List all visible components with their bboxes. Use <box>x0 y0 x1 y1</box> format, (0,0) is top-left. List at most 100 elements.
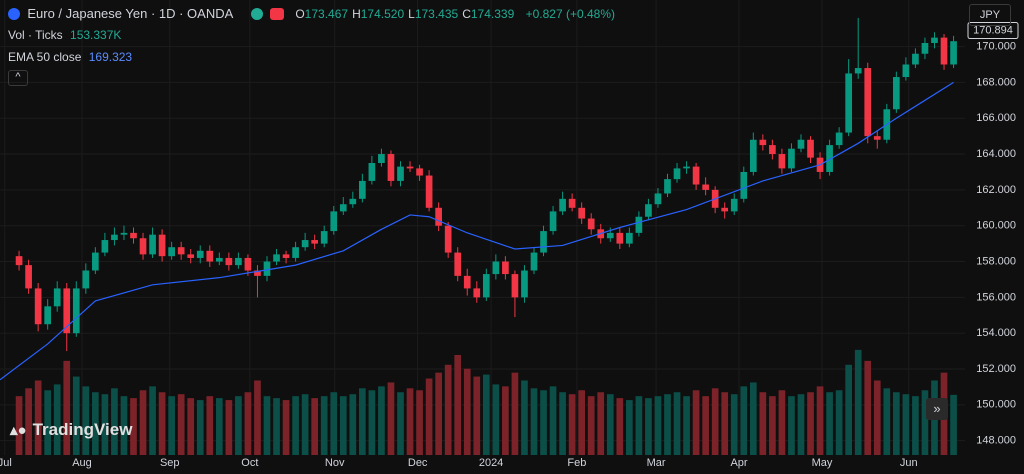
candle-body <box>282 254 290 258</box>
volume-bar <box>44 390 52 455</box>
x-tick-label: Jul <box>0 457 12 469</box>
volume-bar <box>664 394 671 455</box>
volume-bar <box>807 392 814 455</box>
candle-body <box>616 232 624 244</box>
candle-body <box>845 73 853 133</box>
ohlc-value: 174.339 <box>470 7 515 21</box>
candle-body <box>940 37 948 65</box>
candle-body <box>177 247 185 255</box>
volume-bar <box>263 396 271 455</box>
candle-body <box>330 211 338 232</box>
candle-body <box>92 252 99 271</box>
candle-body <box>683 166 690 169</box>
volume-bar <box>254 380 261 455</box>
volume-bar <box>730 394 738 455</box>
price-axis <box>965 0 1024 474</box>
volume-bar <box>149 386 156 455</box>
ema-value: 169.323 <box>88 50 133 64</box>
candle-body <box>635 216 643 233</box>
candle-body <box>359 180 366 199</box>
y-tick-label: 150.000 <box>976 399 1016 411</box>
volume-bar <box>502 386 509 455</box>
volume-bar <box>273 398 280 455</box>
candle-body <box>263 261 271 276</box>
candle-body <box>215 257 223 262</box>
collapse-button[interactable]: ^ <box>8 70 28 86</box>
candle-body <box>902 64 910 78</box>
market-status[interactable] <box>250 8 263 20</box>
candle-body <box>854 68 862 74</box>
volume-bar <box>950 394 957 455</box>
volume-bar <box>368 390 376 455</box>
ohlc-key: O <box>295 7 305 21</box>
volume-bar <box>673 392 681 455</box>
volume-bar <box>235 396 242 455</box>
candle-body <box>311 240 319 244</box>
candle-body <box>72 288 80 334</box>
scroll-button[interactable]: » <box>926 398 948 420</box>
volume-bar <box>626 400 633 455</box>
volume-bar <box>702 396 709 455</box>
volume-title: Vol · Ticks <box>8 28 63 42</box>
volume-bar <box>692 390 700 455</box>
candle-body <box>864 68 872 137</box>
volume-bar <box>177 394 185 455</box>
volume-bar <box>912 396 919 455</box>
candle-body <box>44 306 52 325</box>
volume-bar <box>339 396 347 455</box>
candle-body <box>397 166 404 181</box>
candle-body <box>425 175 433 208</box>
y-tick-label: 154.000 <box>976 327 1016 339</box>
candle-body <box>921 42 929 54</box>
candle-body <box>120 232 128 235</box>
y-tick-label: 152.000 <box>976 363 1016 375</box>
x-tick-label: Feb <box>567 457 586 469</box>
volume-bar <box>721 392 729 455</box>
candle-body <box>225 257 233 266</box>
x-tick-label: Jun <box>900 457 918 469</box>
volume-bar <box>454 354 462 455</box>
candle-body <box>349 198 357 205</box>
volume-bar <box>111 388 118 455</box>
candle-body <box>749 139 757 172</box>
volume-bar <box>330 392 338 455</box>
candle-body <box>82 270 90 289</box>
candle-body <box>807 139 814 158</box>
volume-bar <box>425 378 433 455</box>
volume-bar <box>53 384 61 455</box>
candle-body <box>530 252 538 271</box>
data-flag[interactable] <box>269 8 284 20</box>
volume-bar <box>349 394 357 455</box>
candle-body <box>645 204 652 217</box>
candle-body <box>797 139 805 149</box>
currency-button[interactable]: JPY <box>969 4 1011 26</box>
candle-body <box>206 250 214 262</box>
volume-bar <box>597 392 605 455</box>
volume-bar <box>511 372 519 455</box>
candle-body <box>912 53 919 65</box>
candle-body <box>654 193 662 205</box>
volume-bar <box>215 398 223 455</box>
candle-body <box>492 261 500 275</box>
x-tick-label: Nov <box>325 457 345 469</box>
y-tick-label: 170.000 <box>976 40 1016 52</box>
last-price-label: 170.894 <box>973 24 1013 36</box>
volume-bar <box>120 396 128 455</box>
candle-body <box>273 254 280 262</box>
volume-bar <box>864 360 872 455</box>
candle-body <box>702 184 709 190</box>
volume-bar <box>902 394 910 455</box>
candle-body <box>626 232 633 244</box>
volume-bar <box>778 390 786 455</box>
candle-body <box>950 41 957 65</box>
candle-body <box>435 207 442 226</box>
candle-body <box>673 168 681 180</box>
volume-bar <box>740 386 748 455</box>
x-tick-label: 2024 <box>479 457 503 469</box>
volume-bar <box>244 392 252 455</box>
volume-bar <box>435 372 442 455</box>
candle-body <box>769 145 776 155</box>
candle-body <box>25 265 32 289</box>
volume-bar <box>92 392 99 455</box>
candle-body <box>778 154 786 169</box>
